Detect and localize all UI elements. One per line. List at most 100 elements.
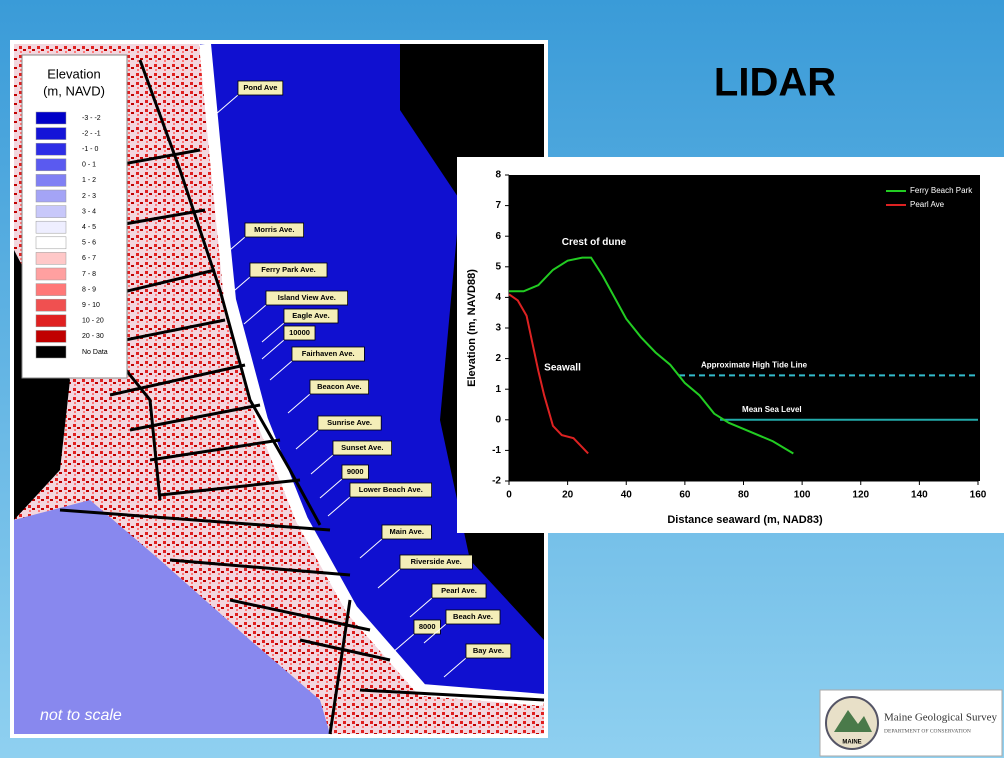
label-leader [227,276,251,297]
y-tick-label: 0 [495,414,501,425]
street-label: 10000 [289,328,310,337]
annotation: Seawall [544,362,581,373]
label-leader [269,360,293,381]
x-tick-label: 140 [911,490,928,501]
x-tick-label: 160 [970,490,987,501]
street-label: Fairhaven Ave. [302,349,355,358]
legend-label: 9 - 10 [82,302,100,309]
label-leader [295,429,319,450]
annotation: Crest of dune [562,237,627,248]
legend-swatch [35,205,67,218]
street-label-box [309,379,369,395]
x-tick-label: 60 [679,490,691,501]
chart: Distance seaward (m, NAD83) Elevation (m… [457,157,1004,533]
logo-department: DEPARTMENT OF CONSERVATION [884,728,971,734]
low-land [14,500,330,734]
legend-swatch [35,158,67,172]
street-label: Riverside Ave. [411,557,462,566]
street-label: Ferry Park Ave. [261,265,315,274]
legend-swatch [35,220,67,234]
street-label: Beach Ave. [453,612,493,621]
logo-mountain [834,710,872,732]
legend-label: 0 - 1 [82,162,96,169]
label-leader [443,657,467,678]
legend-swatch [35,330,67,343]
label-leader [222,236,246,257]
y-tick-label: -2 [492,476,501,487]
street-label: 9000 [347,467,364,476]
street-label-box [431,583,487,599]
y-tick-label: 1 [495,384,501,395]
street-label: Beacon Ave. [317,382,361,391]
street-label-box [265,290,348,306]
label-leader [423,623,447,644]
y-tick-label: -1 [492,445,501,456]
street-label: Lower Beach Ave. [359,485,423,494]
logo-seal-text: MAINE [842,740,861,746]
y-axis-label: Elevation (m, NAVD88) [466,269,478,387]
x-tick-label: 20 [562,490,574,501]
label-leader [327,496,351,517]
label-leader [391,633,415,654]
x-tick-label: 40 [621,490,633,501]
street-label-box [283,308,339,324]
legend-label: 7 - 8 [82,271,96,278]
label-leader [409,597,433,618]
legend-swatch [35,142,67,156]
label-leader [310,454,334,475]
x-tick-label: 120 [852,490,869,501]
street-label: Sunset Ave. [341,443,383,452]
y-tick-label: 7 [495,200,501,211]
label-leader [215,94,239,115]
street-label: Morris Ave. [254,225,294,234]
legend-title: (m, NAVD) [43,83,105,98]
x-tick-label: 80 [738,490,750,501]
reference-label: Mean Sea Level [742,405,802,414]
y-tick-label: 5 [495,261,501,272]
legend-label: 10 - 20 [82,318,104,325]
legend-swatch [35,111,67,125]
map-note: not to scale [40,707,122,724]
x-tick-label: 100 [794,490,811,501]
street-label: Pearl Ave. [441,586,477,595]
street-label-box [349,482,432,498]
label-leader [261,339,285,360]
legend-label: Pearl Ave [910,200,945,209]
legend-label: 8 - 9 [82,286,96,293]
street-label-box [244,222,304,238]
reference-label: Approximate High Tide Line [701,361,808,370]
street-label: Island View Ave. [278,293,336,302]
x-axis-label: Distance seaward (m, NAD83) [667,514,823,526]
label-leader [319,478,343,499]
street-label-box [249,262,328,278]
street-labels: Pond Ave Morris Ave. Ferry Park Ave. Island… [215,80,512,678]
beach [199,43,545,706]
legend-label: 5 - 6 [82,240,96,247]
legend-label: 1 - 2 [82,177,96,184]
legend-label: 6 - 7 [82,255,96,262]
y-tick-label: 6 [495,231,501,242]
street-label: Eagle Ave. [292,311,329,320]
label-leader [359,538,383,559]
label-leader [377,568,401,589]
legend-label: 3 - 4 [82,208,96,215]
legend-swatch [35,189,67,203]
legend-swatch [35,174,67,187]
legend-label: 20 - 30 [82,333,104,340]
street-label-box [399,554,473,570]
street-label: 8000 [419,622,436,631]
x-tick-label: 0 [506,490,512,501]
legend-swatch [35,127,67,140]
label-leader [243,304,267,325]
street-label-box [381,524,432,540]
legend-label: -1 - 0 [82,146,98,153]
slide-title: LIDAR [714,61,836,105]
legend-swatch [35,298,67,312]
y-tick-label: 8 [495,170,501,181]
plot-area [509,175,980,481]
street-label-box [283,325,316,341]
legend-title: Elevation [47,66,100,81]
legend-label: Ferry Beach Park [910,186,973,195]
y-tick-label: 2 [495,353,501,364]
